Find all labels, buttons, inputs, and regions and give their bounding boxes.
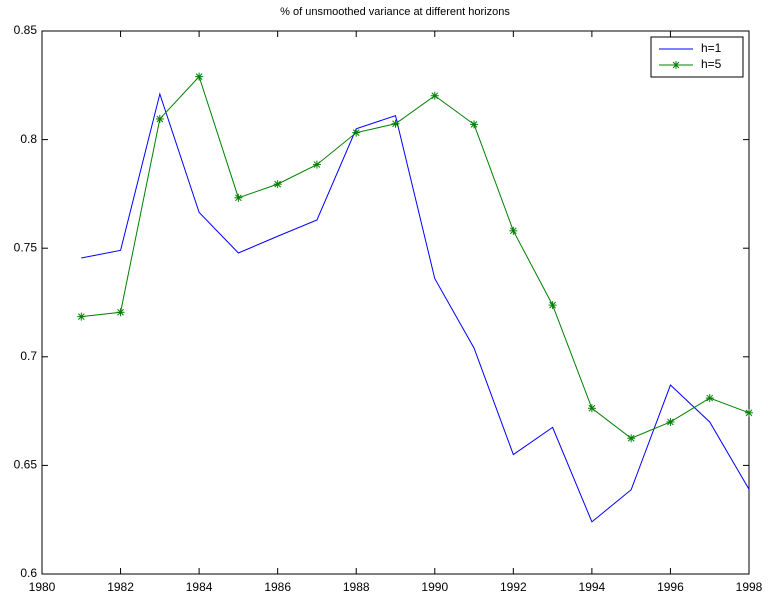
marker-stroke bbox=[431, 92, 439, 100]
marker bbox=[509, 226, 518, 235]
plot-area bbox=[41, 30, 750, 575]
x-tick-label: 1996 bbox=[657, 580, 684, 594]
marker-stroke bbox=[274, 180, 282, 188]
y-tick-label: 0.75 bbox=[14, 240, 38, 254]
marker bbox=[430, 91, 439, 100]
x-tick-label: 1984 bbox=[186, 580, 213, 594]
legend-label: h=5 bbox=[701, 57, 722, 71]
x-tick-label: 1988 bbox=[343, 580, 370, 594]
x-tick-label: 1998 bbox=[736, 580, 763, 594]
marker bbox=[273, 180, 282, 189]
x-tick-label: 1982 bbox=[107, 580, 134, 594]
marker bbox=[470, 120, 479, 129]
marker-stroke bbox=[352, 129, 360, 137]
marker bbox=[548, 301, 557, 310]
marker-stroke bbox=[195, 73, 203, 80]
marker bbox=[77, 312, 86, 321]
marker-stroke bbox=[588, 404, 596, 412]
marker-stroke bbox=[706, 394, 714, 402]
marker bbox=[116, 308, 125, 317]
marker-stroke bbox=[745, 409, 753, 417]
line-series bbox=[81, 75, 750, 439]
x-tick-label: 1980 bbox=[29, 580, 56, 594]
y-tick-label: 0.65 bbox=[14, 458, 38, 472]
marker-stroke bbox=[117, 308, 124, 316]
x-tick-label: 1994 bbox=[579, 580, 606, 594]
legend-box bbox=[650, 36, 744, 78]
marker-stroke bbox=[470, 121, 478, 128]
y-tick-label: 0.7 bbox=[20, 349, 37, 363]
marker-stroke bbox=[235, 194, 242, 202]
marker bbox=[352, 128, 361, 137]
marker bbox=[666, 417, 675, 426]
marker bbox=[627, 434, 636, 443]
marker-stroke bbox=[392, 120, 399, 128]
marker bbox=[587, 404, 596, 413]
y-tick-label: 0.8 bbox=[20, 132, 37, 146]
legend-label: h=1 bbox=[701, 41, 722, 55]
x-tick-label: 1992 bbox=[500, 580, 527, 594]
marker-stroke bbox=[549, 301, 556, 309]
y-tick-label: 0.85 bbox=[14, 23, 38, 37]
marker-stroke bbox=[77, 313, 85, 320]
marker bbox=[234, 193, 243, 202]
marker-stroke bbox=[156, 115, 164, 123]
marker bbox=[312, 160, 321, 169]
marker-stroke bbox=[672, 61, 680, 69]
marker bbox=[391, 119, 400, 128]
legend-marker bbox=[672, 61, 680, 69]
marker bbox=[195, 72, 204, 81]
marker bbox=[155, 114, 164, 123]
marker-stroke bbox=[627, 434, 635, 442]
y-tick-label: 0.6 bbox=[20, 566, 37, 580]
line-series bbox=[81, 92, 750, 523]
x-tick-label: 1990 bbox=[421, 580, 448, 594]
marker-stroke bbox=[313, 161, 321, 168]
chart-title: % of unsmoothed variance at different ho… bbox=[280, 6, 510, 18]
marker-stroke bbox=[667, 418, 674, 426]
marker bbox=[705, 394, 714, 403]
marker-stroke bbox=[509, 227, 517, 235]
x-tick-label: 1986 bbox=[264, 580, 291, 594]
marker bbox=[745, 408, 753, 417]
